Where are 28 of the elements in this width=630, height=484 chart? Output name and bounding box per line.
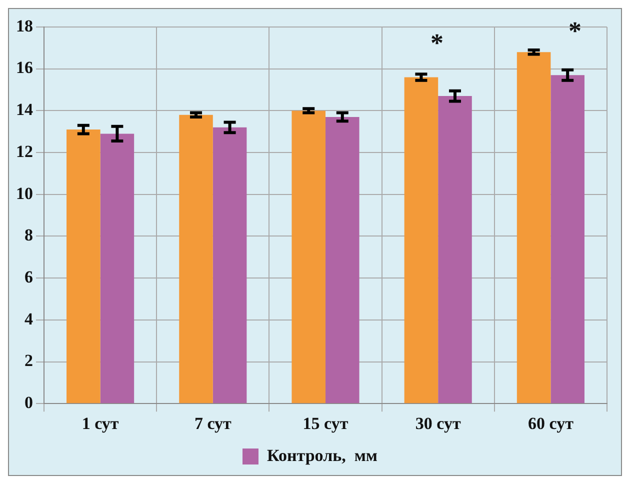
x-tick-label: 15 сут	[302, 414, 349, 434]
y-tick-label: 2	[24, 351, 33, 370]
bar	[100, 134, 134, 404]
bar	[292, 110, 326, 404]
bar	[404, 77, 438, 404]
y-tick-label: 12	[16, 142, 33, 161]
x-tick-label: 7 сут	[194, 414, 232, 434]
y-tick-label: 4	[24, 309, 34, 328]
bar	[212, 127, 247, 404]
y-tick-label: 10	[16, 184, 33, 203]
annotation: *	[568, 16, 582, 46]
bar	[516, 52, 551, 404]
y-tick-label: 16	[16, 58, 33, 78]
y-tick-label: 8	[24, 226, 33, 245]
x-tick-label: 60 сут	[528, 414, 574, 434]
x-tick-label: 1 сут	[82, 414, 120, 434]
annotation: *	[430, 28, 444, 58]
y-tick-label: 14	[16, 100, 34, 120]
legend-label: Контроль, мм	[267, 446, 378, 465]
bar	[66, 130, 100, 404]
y-tick-label: 0	[24, 392, 33, 412]
bar	[179, 114, 213, 404]
y-tick-label: 6	[24, 267, 33, 286]
bar	[326, 116, 360, 404]
bar	[550, 75, 584, 404]
x-tick-label: 30 сут	[415, 414, 462, 434]
bar	[438, 96, 472, 404]
y-tick-label: 18	[16, 16, 33, 36]
